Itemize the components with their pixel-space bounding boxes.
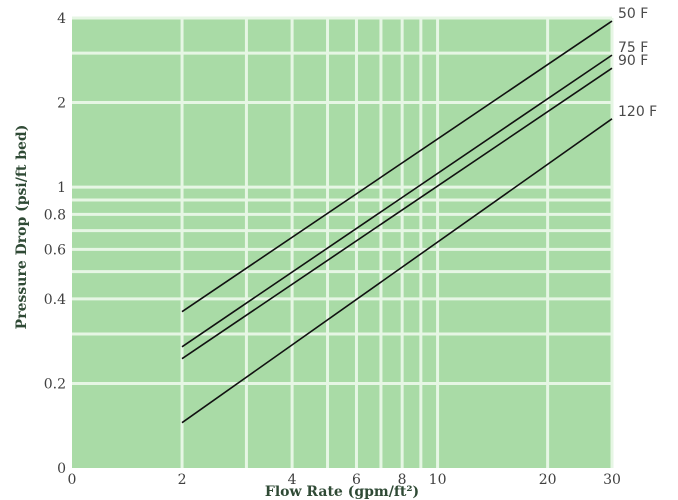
y-tick-label: 2 <box>57 96 66 112</box>
y-axis-title: Pressure Drop (psi/ft bed) <box>14 125 30 330</box>
series-label-75-f: 75 F <box>618 40 648 56</box>
x-tick-label: 0 <box>68 472 77 488</box>
x-tick-label: 30 <box>603 472 621 488</box>
x-tick-label: 4 <box>288 472 297 488</box>
series-line-90-f <box>181 67 613 360</box>
x-tick-label: 6 <box>352 472 361 488</box>
y-tick-labels: 0 0.2 0.4 0.6 0.8 1 2 4 <box>44 11 66 477</box>
series-lines <box>181 20 613 424</box>
series-line-75-f <box>181 54 613 348</box>
plot-background <box>72 18 612 468</box>
series-label-50-f: 50 F <box>618 6 648 22</box>
y-tick-label: 0.2 <box>44 376 66 392</box>
x-tick-labels: 0 2 4 6 8 10 20 30 <box>68 472 621 488</box>
y-tick-label: 1 <box>57 180 66 196</box>
y-tick-label: 0 <box>57 461 66 477</box>
x-axis-title: Flow Rate (gpm/ft²) <box>265 484 419 500</box>
y-tick-label: 0.6 <box>44 242 66 258</box>
x-tick-label: 2 <box>178 472 187 488</box>
x-tick-label: 20 <box>539 472 557 488</box>
series-label-120-f: 120 F <box>618 104 657 120</box>
x-tick-label: 8 <box>398 472 407 488</box>
series-labels: 50 F 75 F90 F 120 F <box>618 6 657 120</box>
series-line-50-f <box>181 20 613 313</box>
grid-lines <box>72 16 614 468</box>
y-tick-label: 4 <box>57 11 66 27</box>
x-tick-label: 10 <box>429 472 447 488</box>
y-tick-label: 0.4 <box>44 292 66 308</box>
series-line-120-f <box>181 118 613 424</box>
series-label-90-f: 90 F <box>618 53 648 69</box>
y-tick-label: 0.8 <box>44 207 66 223</box>
